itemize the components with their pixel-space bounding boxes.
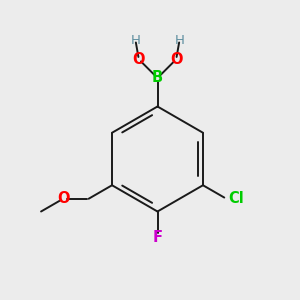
Text: O: O — [170, 52, 182, 67]
Text: O: O — [57, 191, 69, 206]
Text: F: F — [152, 230, 163, 244]
Text: B: B — [152, 70, 163, 86]
Text: H: H — [130, 34, 140, 46]
Text: H: H — [175, 34, 184, 46]
Text: O: O — [133, 52, 145, 67]
Text: Cl: Cl — [228, 191, 244, 206]
